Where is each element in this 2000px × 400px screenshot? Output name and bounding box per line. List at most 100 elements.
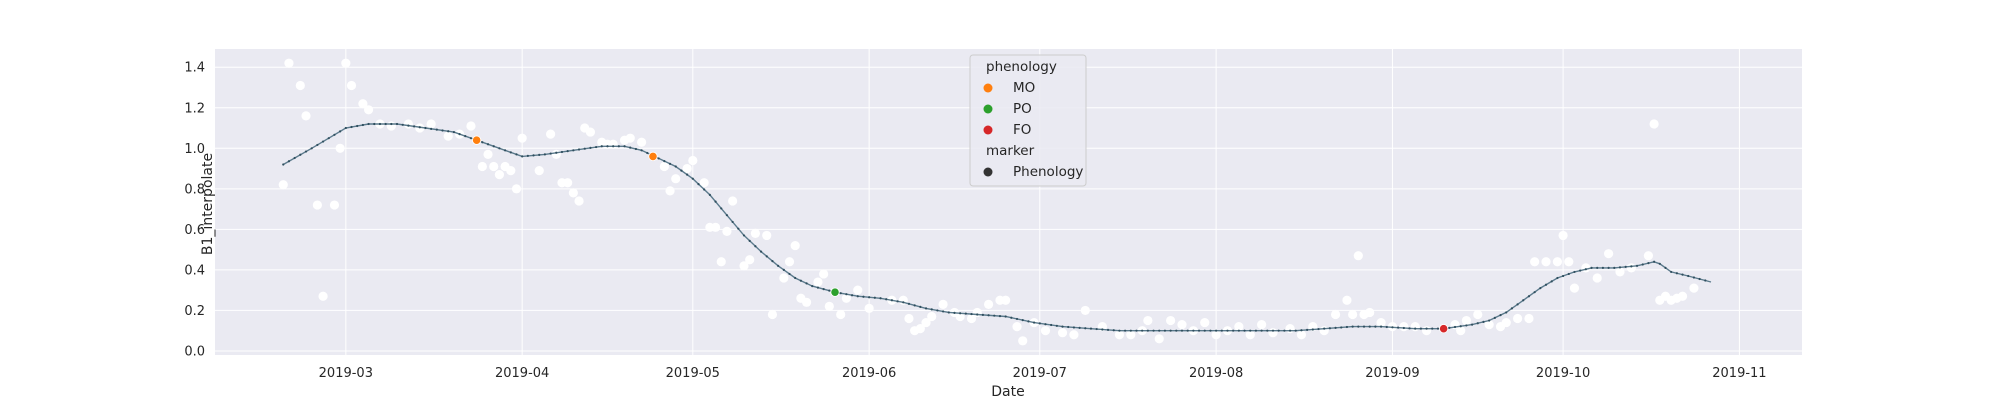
raw-point — [904, 313, 914, 324]
y-tick-label: 0.8 — [184, 182, 205, 197]
curve-dot — [1470, 323, 1474, 326]
raw-point — [1012, 322, 1022, 332]
curve-dot — [1266, 329, 1269, 332]
curve-dot — [703, 188, 706, 191]
curve-dot — [1226, 329, 1229, 332]
curve-dot — [1670, 270, 1673, 274]
raw-point — [1126, 330, 1136, 340]
curve-dot — [1061, 325, 1064, 328]
raw-point — [1484, 320, 1494, 330]
curve-dot — [424, 126, 427, 130]
curve-dot — [1044, 323, 1047, 326]
curve-dot — [868, 296, 871, 299]
y-tick-label: 0.2 — [184, 304, 205, 319]
curve-dot — [600, 145, 603, 148]
curve-dot — [1323, 327, 1326, 330]
curve-dot — [1203, 329, 1206, 332]
raw-point — [1057, 328, 1068, 338]
curve-dot — [441, 129, 444, 132]
curve-dot — [885, 298, 888, 301]
curve-dot — [452, 130, 456, 134]
raw-point — [363, 105, 374, 115]
curve-dot — [856, 295, 859, 298]
curve-dot — [1351, 325, 1354, 328]
curve-dot — [657, 157, 660, 160]
legend-swatch-fo — [983, 125, 993, 135]
raw-point — [682, 163, 692, 174]
raw-point — [341, 58, 351, 68]
raw-point — [585, 127, 596, 137]
curve-dot — [1624, 265, 1627, 268]
curve-dot — [873, 296, 876, 299]
curve-dot — [742, 234, 746, 237]
curve-dot — [1368, 325, 1371, 328]
raw-point — [841, 293, 851, 303]
raw-point — [921, 317, 931, 328]
curve-dot — [617, 145, 620, 148]
curve-dot — [828, 289, 831, 292]
curve-dot — [953, 311, 956, 314]
curve-dot — [282, 163, 285, 166]
raw-point — [608, 139, 618, 149]
curve-dot — [1112, 329, 1115, 332]
x-tick-label: 2019-05 — [666, 366, 720, 381]
curve-dot — [947, 311, 950, 314]
curve-dot — [902, 301, 905, 304]
curve-dot — [890, 299, 893, 302]
legend-label-po: PO — [1013, 101, 1032, 117]
raw-point — [329, 200, 340, 210]
curve-dot — [1692, 276, 1696, 279]
curve-dot — [1180, 329, 1184, 332]
curve-dot — [521, 155, 524, 158]
curve-dot — [850, 294, 854, 297]
raw-point — [836, 309, 846, 320]
curve-dot — [1021, 319, 1024, 322]
curve-dot — [595, 145, 598, 149]
curve-dot — [333, 133, 336, 136]
raw-point — [546, 129, 556, 139]
curve-dot — [430, 127, 433, 130]
curve-dot — [378, 122, 382, 126]
raw-points — [278, 58, 1699, 346]
legend-swatch-phenology — [983, 167, 993, 177]
raw-point — [1245, 330, 1255, 340]
curve-dot — [1391, 326, 1394, 329]
raw-point — [1564, 257, 1574, 267]
raw-point — [1649, 119, 1659, 129]
curve-dot — [725, 214, 729, 217]
curve-dot — [668, 162, 672, 165]
curve-dot — [981, 313, 985, 316]
curve-dot — [532, 154, 535, 157]
curve-dot — [924, 307, 928, 310]
curve-dot — [1402, 326, 1405, 330]
curve-dot — [350, 125, 353, 129]
raw-point — [972, 307, 982, 318]
legend-title-hue: phenology — [986, 59, 1057, 75]
raw-point — [1177, 320, 1187, 330]
curve-dot — [555, 151, 558, 154]
raw-point — [1296, 330, 1307, 340]
curve-dot — [1419, 327, 1422, 330]
curve-dot — [919, 305, 922, 308]
curve-dot — [1499, 314, 1502, 317]
curve-dot — [1038, 322, 1041, 325]
curve-dot — [1072, 326, 1076, 329]
raw-point — [1689, 283, 1699, 293]
raw-point — [466, 121, 476, 131]
legend: phenology MO PO FO marker Phenology — [969, 54, 1087, 187]
curve-dot — [754, 245, 757, 248]
curve-dot — [720, 207, 723, 210]
curve-dot — [1533, 291, 1536, 294]
raw-point — [790, 240, 800, 251]
curve-dot — [367, 122, 370, 126]
curve-dot — [1328, 327, 1331, 330]
curve-dot — [1431, 327, 1434, 330]
raw-point — [1114, 330, 1125, 340]
raw-point — [1353, 251, 1363, 261]
curve-dot — [1647, 262, 1650, 265]
raw-point — [1268, 328, 1278, 338]
curve-dot — [708, 193, 711, 197]
curve-dot — [566, 150, 569, 153]
curve-dot — [492, 145, 495, 148]
